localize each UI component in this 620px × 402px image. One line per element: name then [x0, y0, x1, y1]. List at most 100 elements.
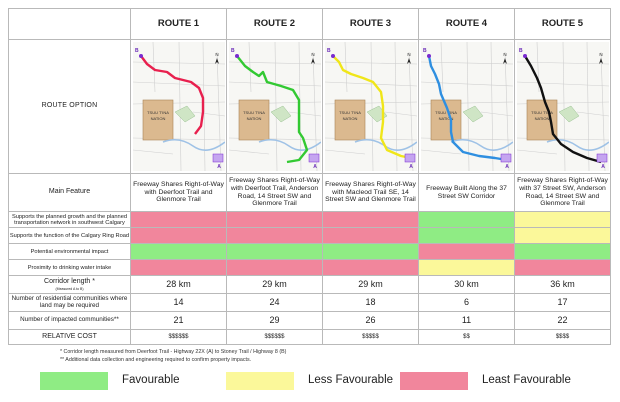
street-line	[228, 61, 321, 65]
park-area	[174, 105, 195, 123]
rating-cell	[418, 211, 515, 228]
route-2-impacted: 29	[226, 311, 323, 330]
criteria-label: Proximity to drinking water intake	[8, 259, 131, 276]
route-4-length: 30 km	[418, 275, 515, 294]
route-1-length: 28 km	[130, 275, 227, 294]
street-line	[480, 111, 513, 117]
street-line	[384, 111, 417, 117]
route-1-map-cell: TSUU T'INA NATION B A N	[130, 39, 227, 174]
corridor-length-row: Corridor length * (Measured A to B) 28 k…	[8, 275, 611, 294]
north-arrow-icon	[502, 58, 507, 64]
street-line	[420, 81, 513, 87]
street-line	[344, 42, 347, 93]
marker-b-label: B	[327, 48, 331, 54]
park-area	[462, 105, 483, 123]
route-2-cost: $$$$$$	[226, 329, 323, 345]
route-start-marker	[522, 54, 527, 58]
route-3-header: ROUTE 3	[322, 8, 419, 40]
tsuu-tina-label: TSUU T'INA	[147, 110, 169, 115]
marker-a-label: A	[217, 164, 221, 170]
tsuu-tina-label: TSUU T'INA	[339, 110, 361, 115]
street-line	[516, 81, 609, 87]
rating-cell	[226, 211, 323, 228]
river	[258, 138, 321, 151]
route-line	[235, 55, 308, 164]
street-line	[600, 51, 605, 171]
rating-cell	[418, 227, 515, 244]
nation-label: NATION	[342, 116, 357, 121]
route-5-impacted: 22	[514, 311, 611, 330]
route-line	[427, 55, 507, 162]
legend-label-favourable: Favourable	[122, 374, 180, 386]
street-line	[132, 149, 173, 155]
rating-cell	[226, 243, 323, 260]
route-line	[523, 55, 601, 164]
rating-cell	[226, 227, 323, 244]
street-line	[132, 81, 225, 87]
route-1-cost: $$$$$$	[130, 329, 227, 345]
criteria-row-ring-road: Supports the function of the Calgary Rin…	[8, 227, 611, 244]
footnotes: * Corridor length measured from Deerfoot…	[60, 348, 286, 364]
street-line	[192, 111, 225, 117]
north-label: N	[503, 52, 506, 57]
route-2-residential: 24	[226, 293, 323, 312]
route-option-label: ROUTE OPTION	[8, 39, 131, 174]
street-line	[288, 111, 321, 117]
route-5-length: 36 km	[514, 275, 611, 294]
route-end-marker	[596, 153, 607, 163]
marker-b-label: B	[231, 48, 235, 54]
park-area	[270, 105, 291, 123]
tsuu-tina-label: TSUU T'INA	[531, 110, 553, 115]
route-line	[139, 55, 204, 135]
route-3-length: 29 km	[322, 275, 419, 294]
route-end-marker	[500, 153, 511, 163]
route-2-header: ROUTE 2	[226, 8, 323, 40]
street-line	[466, 42, 469, 171]
criteria-label: Supports the planned growth and the plan…	[8, 211, 131, 228]
street-line	[370, 42, 373, 171]
route-3-residential: 18	[322, 293, 419, 312]
route-5-residential: 17	[514, 293, 611, 312]
nation-label: NATION	[438, 116, 453, 121]
criteria-row-environment: Potential environmental impact	[8, 243, 611, 260]
route-end-marker	[212, 153, 223, 163]
rating-cell	[130, 227, 227, 244]
street-line	[420, 61, 513, 65]
footnote-length: * Corridor length measured from Deerfoot…	[60, 349, 287, 355]
rating-cell	[322, 243, 419, 260]
street-line	[516, 61, 609, 65]
street-line	[132, 61, 225, 65]
route-2-map-cell: TSUU T'INA NATION B A N	[226, 39, 323, 174]
route-2-main-feature: Freeway Shares Right-of-Way with Deerfoo…	[226, 173, 323, 212]
river	[450, 138, 513, 151]
north-arrow-icon	[406, 58, 411, 64]
route-5-cost: $$$$	[514, 329, 611, 345]
street-line	[440, 42, 443, 93]
street-line	[516, 149, 557, 155]
route-end-marker	[404, 153, 415, 163]
route-4-map-cell: TSUU T'INA NATION B A N	[418, 39, 515, 174]
north-arrow-icon	[598, 58, 603, 64]
marker-a-label: A	[409, 164, 413, 170]
legend-label-least: Least Favourable	[482, 374, 571, 386]
rating-cell	[514, 259, 611, 276]
street-line	[178, 42, 181, 171]
street-line	[228, 149, 269, 155]
route-5-map-cell: TSUU T'INA NATION B A N	[514, 39, 611, 174]
header-row: ROUTE 1 ROUTE 2 ROUTE 3 ROUTE 4 ROUTE 5	[8, 8, 611, 40]
street-line	[420, 149, 461, 155]
main-feature-row: Main Feature Freeway Shares Right-of-Way…	[8, 173, 611, 212]
rating-cell	[322, 227, 419, 244]
route-3-main-feature: Freeway Shares Right-of-Way with Macleod…	[322, 173, 419, 212]
north-arrow-icon	[214, 58, 219, 64]
legend-swatch-less	[226, 372, 294, 390]
nation-label: NATION	[246, 116, 261, 121]
route-2-length: 29 km	[226, 275, 323, 294]
tsuu-tina-label: TSUU T'INA	[243, 110, 265, 115]
residential-row: Number of residential communities where …	[8, 293, 611, 312]
legend-swatch-least	[400, 372, 468, 390]
marker-a-label: A	[313, 164, 317, 170]
route-1-residential: 14	[130, 293, 227, 312]
